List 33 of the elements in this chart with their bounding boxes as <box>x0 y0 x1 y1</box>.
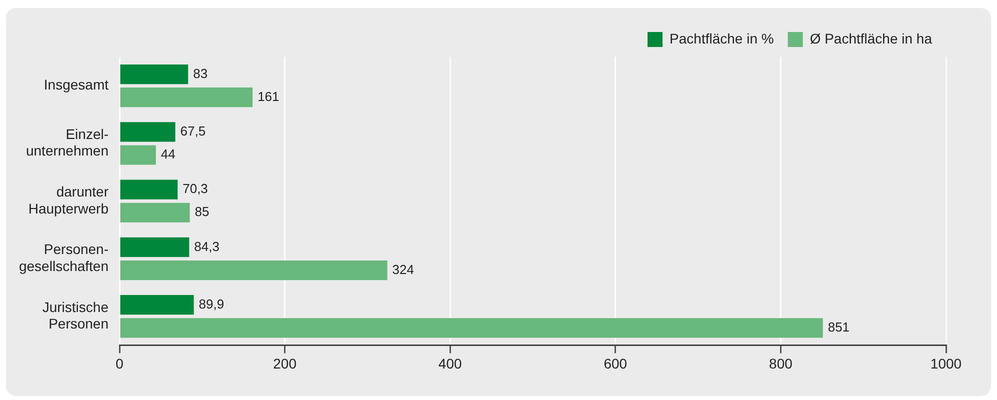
data-label: 67,5 <box>180 124 206 139</box>
y-tick-label: Juristische Personen <box>42 298 109 332</box>
x-tick-label: 600 <box>604 355 628 372</box>
data-label: 324 <box>392 262 414 277</box>
x-tick-label: 400 <box>438 355 462 372</box>
bar <box>120 318 823 338</box>
bar <box>120 237 190 258</box>
bar <box>120 122 176 142</box>
x-tick-label: 0 <box>116 355 124 372</box>
data-label: 84,3 <box>194 238 220 254</box>
data-label: 89,9 <box>198 296 224 312</box>
y-tick-label: darunter Haupterwerb <box>28 184 109 216</box>
data-label: 70,3 <box>182 181 208 196</box>
x-tick-label: 200 <box>273 355 297 372</box>
y-tick-label: Insgesamt <box>44 76 109 93</box>
x-tick-label: 800 <box>769 355 793 372</box>
bar <box>120 180 178 200</box>
x-tick-label: 1000 <box>930 355 962 372</box>
data-label: 85 <box>194 204 210 220</box>
bar <box>120 295 194 315</box>
data-label: 851 <box>828 319 850 334</box>
bar <box>120 88 253 108</box>
data-label: 161 <box>258 88 280 104</box>
bar <box>120 145 156 165</box>
y-tick-label: Einzel- unternehmen <box>26 126 109 159</box>
legend-label: Pachtfläche in % <box>670 30 774 46</box>
legend-label: Ø Pachtfläche in ha <box>810 30 932 46</box>
bar <box>120 202 190 222</box>
data-label: 83 <box>193 66 208 81</box>
data-label: 44 <box>160 146 176 162</box>
y-tick-label: Personen- gesellschaften <box>18 241 109 274</box>
bar <box>120 260 388 280</box>
bar <box>120 64 188 84</box>
